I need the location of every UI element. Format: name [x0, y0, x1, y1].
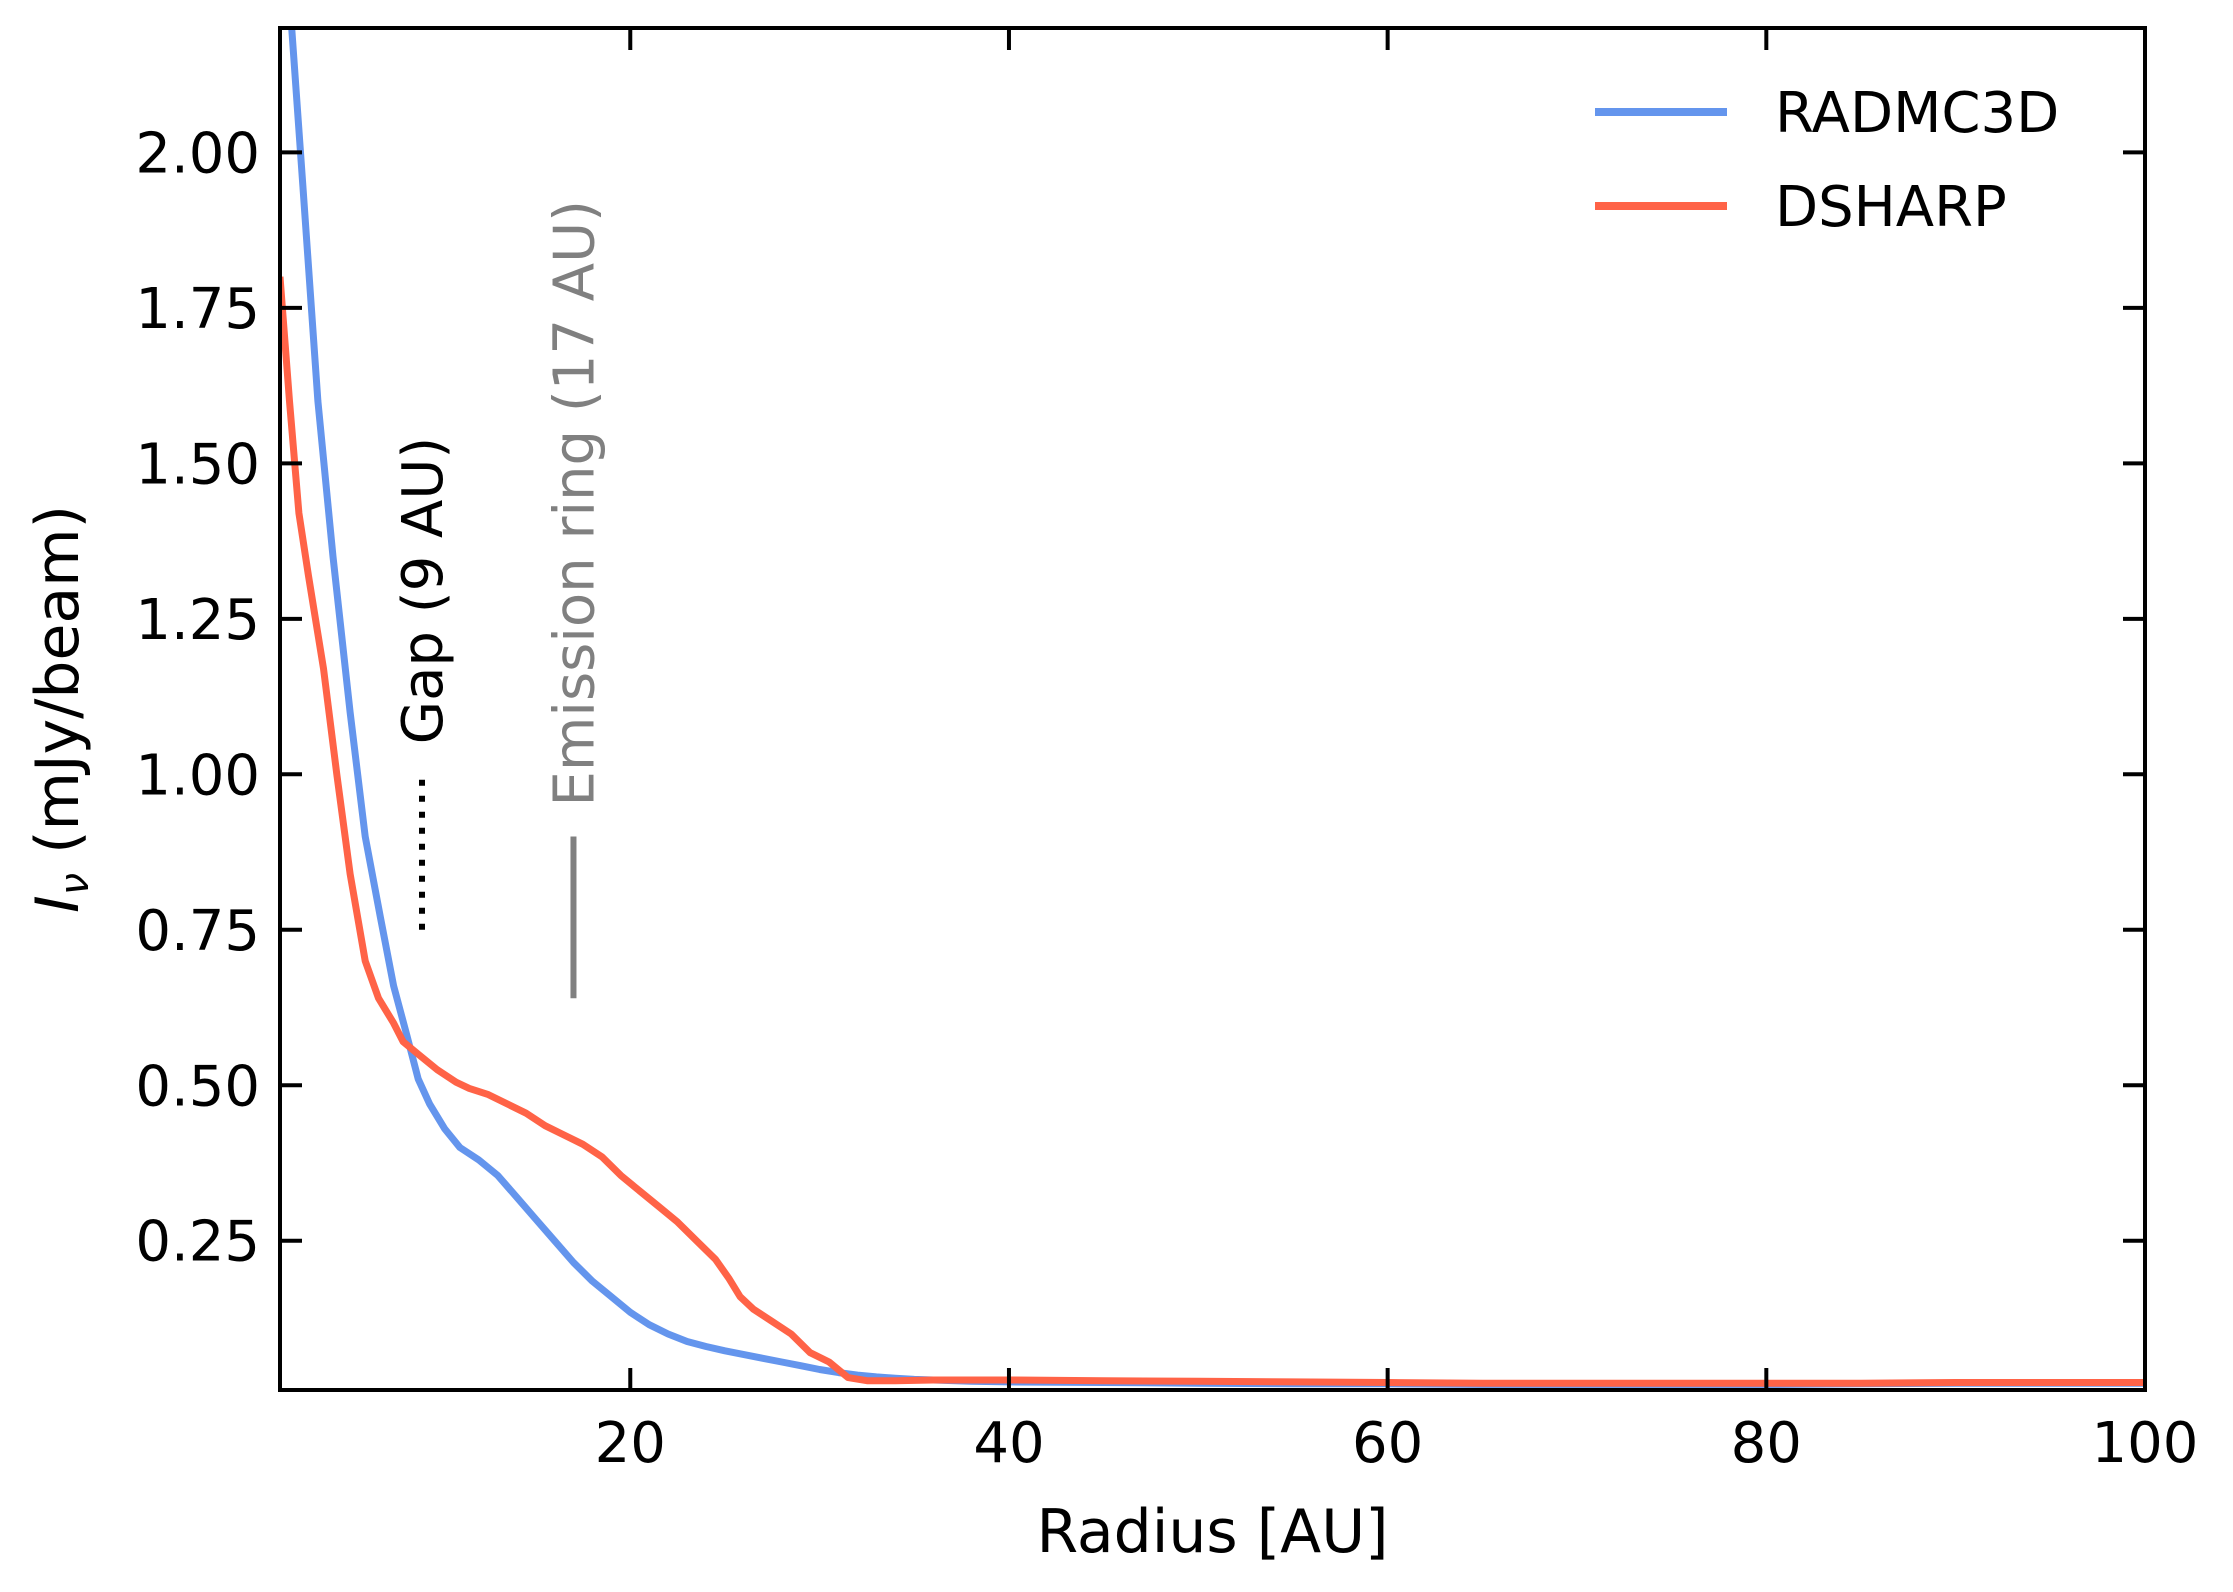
annotation-label: Gap (9 AU)	[391, 437, 456, 744]
x-tick-label: 40	[973, 1411, 1044, 1476]
plot-frame	[278, 26, 2147, 1392]
y-tick-label: 2.00	[135, 121, 260, 186]
legend-label: RADMC3D	[1775, 81, 2059, 146]
y-axis-label-symbol: I	[23, 895, 93, 913]
x-tick-label: 80	[1731, 1411, 1802, 1476]
series-layer	[280, 28, 2145, 1388]
series-line-dsharp	[280, 276, 2145, 1387]
y-axis-label-unit: (mJy/beam)	[23, 505, 93, 873]
legend-label: DSHARP	[1775, 175, 2007, 240]
y-tick-label: 0.50	[135, 1054, 260, 1119]
x-tick-label: 100	[2092, 1411, 2199, 1476]
y-tick-label: 1.50	[135, 432, 260, 497]
y-tick-label: 1.75	[135, 277, 260, 342]
x-tick-label: 60	[1352, 1411, 1423, 1476]
tick-layer: 20 40 60 80 100 0.25 0.50 0.75 1.00 1.25 1.50 1.75 2…	[135, 28, 2198, 1476]
y-axis-label: Iν (mJy/beam)	[23, 505, 98, 913]
y-tick-label: 0.75	[135, 899, 260, 964]
y-tick-label: 1.25	[135, 588, 260, 653]
legend: RADMC3D DSHARP	[1595, 81, 2059, 240]
annotation-layer: Gap (9 AU) Emission ring (17 AU)	[391, 200, 607, 999]
y-axis-label-subscript: ν	[52, 873, 98, 895]
x-axis-label: Radius [AU]	[1036, 1497, 1388, 1567]
y-tick-label: 1.00	[135, 743, 260, 808]
x-tick-label: 20	[595, 1411, 666, 1476]
y-tick-label: 0.25	[135, 1210, 260, 1275]
annotation-label: Emission ring (17 AU)	[542, 200, 607, 806]
